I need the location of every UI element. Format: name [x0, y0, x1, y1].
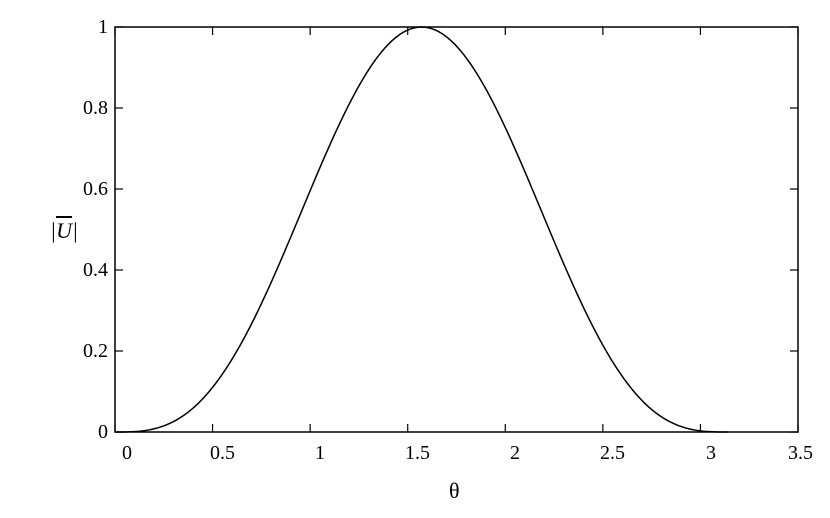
y-tick-label: 1 [98, 16, 108, 39]
x-tick-label: 0 [122, 442, 132, 465]
y-tick-label: 0.8 [83, 97, 108, 120]
x-tick-label: 3.5 [788, 442, 813, 465]
chart-container: |U| θ 0 0.2 0.4 0.6 0.8 1 0 0.5 1 1.5 2 … [0, 0, 830, 518]
x-tick-label: 2 [510, 442, 520, 465]
y-tick-label: 0.2 [83, 340, 108, 363]
line-chart [0, 0, 830, 518]
x-tick-label: 0.5 [210, 442, 235, 465]
x-axis-label: θ [449, 478, 460, 504]
x-tick-label: 2.5 [600, 442, 625, 465]
y-tick-label: 0.6 [83, 178, 108, 201]
x-tick-label: 1.5 [405, 442, 430, 465]
y-axis-label: |U| [50, 218, 78, 244]
x-tick-label: 3 [706, 442, 716, 465]
y-tick-label: 0.4 [83, 259, 108, 282]
y-tick-label: 0 [98, 421, 108, 444]
y-axis-label-text: |U| [50, 218, 78, 243]
x-tick-label: 1 [315, 442, 325, 465]
